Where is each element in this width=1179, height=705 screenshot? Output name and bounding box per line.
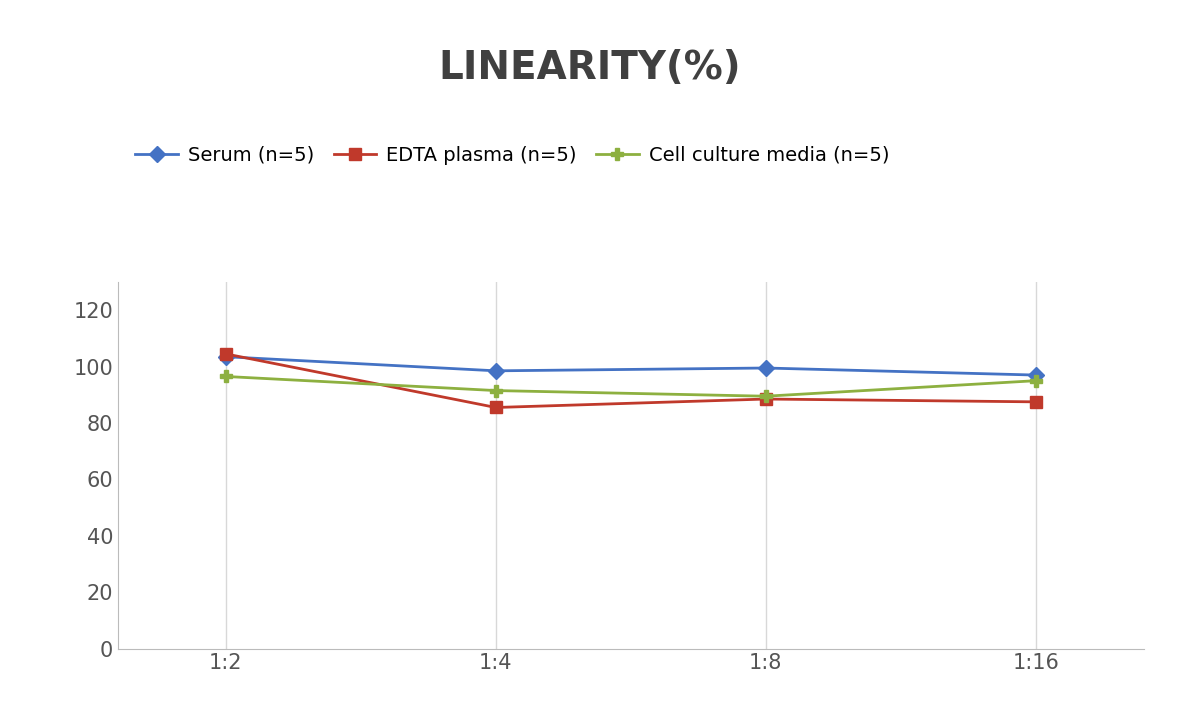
Cell culture media (n=5) (489, 386, 503, 395)
EDTA plasma (n=5) (758, 395, 772, 403)
Serum (n=5) (1028, 371, 1042, 379)
Serum (n=5) (489, 367, 503, 375)
Cell culture media (n=5) (1028, 376, 1042, 385)
EDTA plasma (n=5) (219, 350, 233, 358)
Serum (n=5) (758, 364, 772, 372)
Cell culture media (n=5) (758, 392, 772, 400)
Cell culture media (n=5) (219, 372, 233, 381)
Line: EDTA plasma (n=5): EDTA plasma (n=5) (220, 348, 1041, 413)
EDTA plasma (n=5) (1028, 398, 1042, 406)
EDTA plasma (n=5) (489, 403, 503, 412)
Line: Serum (n=5): Serum (n=5) (220, 351, 1041, 381)
Serum (n=5) (219, 352, 233, 361)
Line: Cell culture media (n=5): Cell culture media (n=5) (219, 370, 1042, 403)
Legend: Serum (n=5), EDTA plasma (n=5), Cell culture media (n=5): Serum (n=5), EDTA plasma (n=5), Cell cul… (127, 137, 897, 172)
Text: LINEARITY(%): LINEARITY(%) (439, 49, 740, 87)
